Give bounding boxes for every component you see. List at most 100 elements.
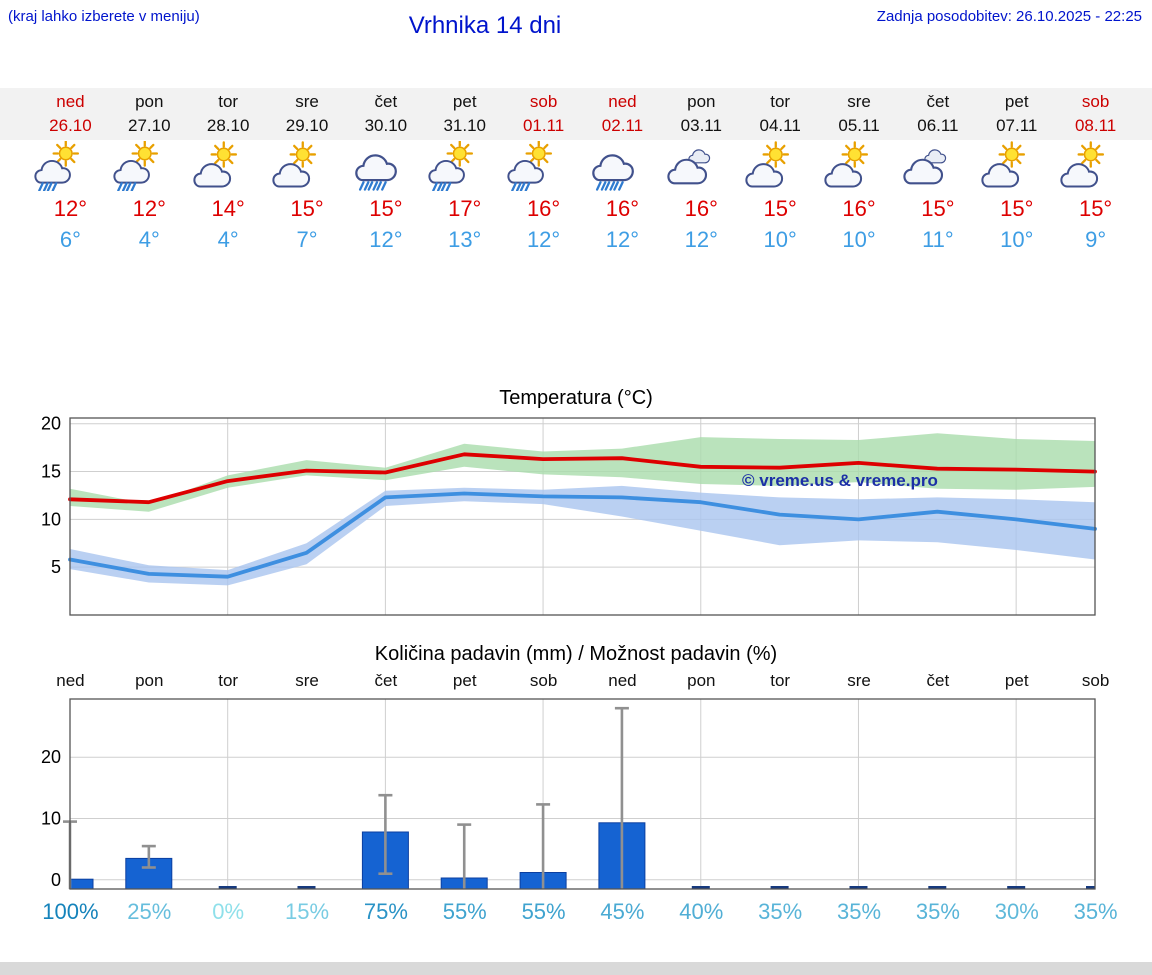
day-tmin: 4° [138,227,160,252]
svg-text:0: 0 [51,870,61,890]
day-date: 28.10 [206,116,250,135]
scrollbar-track[interactable] [0,962,1152,975]
precip-probability: 35% [837,899,882,924]
day-date: 05.11 [838,116,880,135]
precip-probability: 35% [758,899,803,924]
precip-probability: 0% [212,899,245,924]
day-tmax: 15° [921,196,955,221]
precip-day-label: pon [135,671,164,690]
precip-day-label: ned [608,671,637,690]
precipitation-chart-title: Količina padavin (mm) / Možnost padavin … [374,643,778,665]
day-tmin: 12° [684,227,718,252]
day-tmin: 11° [922,227,954,252]
day-tmax-row: 12° 12° 14° 15° 15° 17° 16° 16° 16° 15° 16° 15° 15° 1… [31,194,1135,224]
day-tmax: 16° [842,196,876,221]
day-tmin: 12° [526,227,561,252]
weather-icon-sun-cloud-rain [31,141,110,193]
day-tmin: 10° [1000,227,1034,252]
day-name: pet [1004,92,1029,111]
weather-icon-cloud [662,141,741,193]
precipitation-chart-section: Količina padavin (mm) / Možnost padavin … [0,640,1152,930]
precip-day-labels-row: ned pon tor sre čet pet sob ned pon tor sre čet pet s… [31,668,1135,694]
day-name: čet [374,92,398,111]
precip-probability: 55% [442,899,487,924]
day-tmin: 12° [369,227,403,252]
precip-day-label: sre [295,671,319,690]
day-tmin: 7° [296,227,318,252]
weather-icon-cloud [898,141,977,193]
day-header-band: ned pon tor sre čet pet sob ned pon tor sre čet pet s… [0,88,1152,140]
day-tmax: 14° [211,196,245,221]
svg-text:20: 20 [41,747,61,767]
weather-icon-sun-cloud [741,141,820,193]
weather-icon-sun-cloud [820,141,899,193]
day-name: čet [926,92,950,111]
day-tmin-row: 6° 4° 4° 7° 12° 13° 12° 12° 12° 10° 10° 11° 10° 9° [31,224,1135,256]
day-name: ned [56,92,85,111]
day-name: pet [452,92,477,111]
day-date: 08.11 [1074,116,1117,135]
precip-day-label: pon [687,671,716,690]
temperature-chart-section: Temperatura (°C) 5 10 15 20 © vreme.us & vre… [0,384,1152,624]
svg-text:20: 20 [41,414,61,434]
day-tmin: 6° [59,227,81,252]
forecast-strip: ned pon tor sre čet pet sob ned pon tor sre čet pet s… [0,88,1152,256]
day-date: 01.11 [522,116,565,135]
day-tmin: 12° [605,227,640,252]
precip-day-label: sob [1081,671,1110,690]
day-date: 27.10 [128,116,171,135]
day-tmax: 17° [448,196,482,221]
precipitation-chart: 0 10 20 [41,698,1096,890]
precip-probability: 40% [679,899,724,924]
day-date: 06.11 [917,116,959,135]
weather-icon-sun-cloud-rain [504,141,583,193]
day-tmax: 16° [605,196,640,221]
precip-day-label: pet [452,671,477,690]
weather-icon-cloud-rain [583,141,662,193]
day-tmax: 15° [1078,196,1113,221]
precip-probability: 25% [127,899,172,924]
day-tmax: 15° [290,196,324,221]
day-icons-row [31,140,1135,194]
precip-probability: 75% [363,899,408,924]
day-date: 31.10 [443,116,486,135]
footer [0,962,1152,975]
day-name: sob [529,92,558,111]
day-tmax: 16° [526,196,561,221]
precip-day-label: tor [770,671,791,690]
day-name: pon [687,92,716,111]
day-date: 02.11 [601,116,644,135]
precip-day-label: čet [374,671,398,690]
precip-day-label: sob [529,671,558,690]
day-tmax: 15° [763,196,797,221]
day-tmax: 12° [53,196,88,221]
day-tmax: 15° [1000,196,1034,221]
precip-day-label: pet [1004,671,1029,690]
precip-probability: 55% [521,899,566,924]
day-tmin: 10° [763,227,797,252]
precip-probability: 15% [284,899,330,924]
day-date: 30.10 [364,116,408,135]
svg-text:5: 5 [51,557,61,577]
day-name: sob [1081,92,1110,111]
day-tmin: 4° [217,227,239,252]
svg-text:10: 10 [41,809,61,829]
weather-icon-sun-cloud [1056,141,1135,193]
precip-probability: 45% [600,899,645,924]
menu-hint: (kraj lahko izberete v meniju) [8,8,200,25]
weather-icon-sun-cloud [268,141,347,193]
day-date: 29.10 [285,116,329,135]
header: (kraj lahko izberete v meniju) Vrhnika 1… [0,0,1152,52]
day-date: 04.11 [759,116,801,135]
day-date: 03.11 [680,116,722,135]
precip-day-label: ned [56,671,85,690]
day-name: sre [847,92,871,111]
precip-probability: 100% [42,899,99,924]
day-date: 26.10 [49,116,92,135]
precip-probabilities-row: 100% 25% 0% 15% 75% 55% 55% 45% 40% 35% 35% 35% 30% 3… [31,894,1135,930]
watermark: © vreme.us & vreme.pro [742,471,938,490]
precip-day-label: sre [847,671,871,690]
day-tmax: 12° [132,196,166,221]
svg-text:15: 15 [41,462,61,482]
day-dates-row: 26.10 27.10 28.10 29.10 30.10 31.10 01.11 02.11… [31,114,1135,138]
